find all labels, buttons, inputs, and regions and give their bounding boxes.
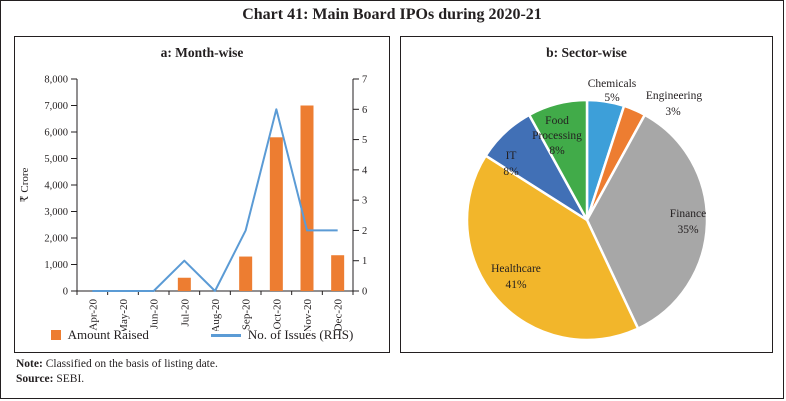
bar-Dec-20 [331, 255, 345, 291]
footnotes: Note: Classified on the basis of listing… [16, 357, 218, 386]
left-axis-tick-label: 0 [63, 287, 68, 298]
pie-label-chemicals: Chemicals [588, 78, 637, 90]
bar-Nov-20 [300, 105, 314, 291]
right-axis-tick-label: 0 [362, 287, 367, 298]
left-axis-tick-label: 2,000 [44, 234, 68, 245]
figure-title: Chart 41: Main Board IPOs during 2020-21 [242, 6, 542, 23]
pie-label-engineering: Engineering [646, 90, 702, 102]
right-axis-tick-label: 7 [362, 75, 367, 86]
note-text: Classified on the basis of listing date. [42, 358, 218, 370]
pie-label-it: IT [506, 150, 517, 162]
left-axis-title: ₹ Crore [19, 167, 31, 202]
left-axis-tick-label: 6,000 [44, 128, 68, 139]
right-axis-tick-label: 6 [362, 105, 367, 116]
pie-label-finance: 35% [677, 224, 699, 236]
legend-label-no-of-issues: No. of Issues (RHS) [247, 327, 354, 342]
pie-label-food-processing: 8% [549, 145, 565, 157]
month-wise-legend: Amount Raised No. of Issues (RHS) [15, 327, 389, 343]
pie-label-engineering: 3% [665, 106, 681, 118]
pie-label-it: 8% [503, 166, 519, 178]
month-wise-chart: 0 1,000 2,000 3,000 4,000 5,000 6,000 7,000 8,00… [19, 75, 368, 332]
x-axis-label-Jul-20: Jul-20 [179, 299, 191, 327]
right-axis-tick-label: 1 [362, 256, 367, 267]
pie-label-healthcare: 41% [505, 279, 527, 291]
pie-label-food-processing: Processing [532, 130, 582, 142]
source-line: Source: SEBI. [16, 372, 218, 387]
left-axis-tick-label: 5,000 [44, 154, 68, 165]
x-axis-label-Dec-20: Dec-20 [333, 299, 345, 331]
panel-month-wise: a: Month-wise 0 1,000 2,000 3,000 4,000 5,000… [14, 36, 390, 353]
x-axis-label-Sep-20: Sep-20 [241, 299, 253, 331]
x-axis-label-Oct-20: Oct-20 [271, 299, 283, 330]
x-axis-label-May-20: May-20 [118, 299, 130, 331]
issues-line [92, 108, 338, 292]
legend-label-amount-raised: Amount Raised [67, 327, 149, 342]
left-axis-tick-label: 8,000 [44, 75, 68, 86]
x-axis-label-Nov-20: Nov-20 [302, 299, 314, 331]
note-label: Note: [16, 358, 43, 370]
left-axis-tick-label: 7,000 [44, 101, 68, 112]
right-axis-tick-label: 3 [362, 196, 367, 207]
left-axis-tick-label: 4,000 [44, 181, 68, 192]
pie-slice-food-processing [527, 98, 589, 222]
pie-label-chemicals: 5% [604, 92, 620, 104]
left-axis-tick-label: 1,000 [44, 260, 68, 271]
bar-Jul-20 [177, 277, 191, 291]
pie-label-food-processing: Food [545, 115, 569, 127]
bar-Oct-20 [269, 137, 283, 291]
legend-item-no-of-issues: No. of Issues (RHS) [210, 327, 354, 343]
left-axis-tick-label: 3,000 [44, 207, 68, 218]
amount-raised-swatch [50, 330, 61, 340]
legend-item-amount-raised: Amount Raised [50, 327, 149, 343]
pie-label-finance: Finance [670, 208, 706, 220]
x-axis-label-Jun-20: Jun-20 [149, 299, 161, 329]
right-axis-tick-label: 2 [362, 226, 367, 237]
right-axis-tick-label: 5 [362, 135, 367, 146]
pie-label-healthcare: Healthcare [491, 263, 541, 275]
sector-wise-pie-chart: Chemicals 5% Engineering 3% Finance 35% Health… [465, 78, 709, 342]
x-axis-label-Aug-20: Aug-20 [210, 299, 222, 331]
no-of-issues-swatch [210, 333, 241, 337]
pie-slice-finance [585, 113, 709, 330]
source-label: Source: [16, 372, 54, 385]
source-text: SEBI. [53, 372, 85, 385]
bar-Sep-20 [239, 256, 253, 291]
right-axis-tick-label: 4 [362, 165, 368, 176]
x-axis-label-Apr-20: Apr-20 [87, 299, 99, 331]
panel-sector-wise: b: Sector-wise Chemicals 5% Engineering 3% F… [400, 36, 773, 353]
pie-slice-healthcare [465, 154, 640, 342]
panel-month-wise-title: a: Month-wise [160, 45, 244, 60]
note-line: Note: Classified on the basis of listing… [16, 357, 218, 372]
panel-sector-wise-title: b: Sector-wise [546, 45, 627, 60]
